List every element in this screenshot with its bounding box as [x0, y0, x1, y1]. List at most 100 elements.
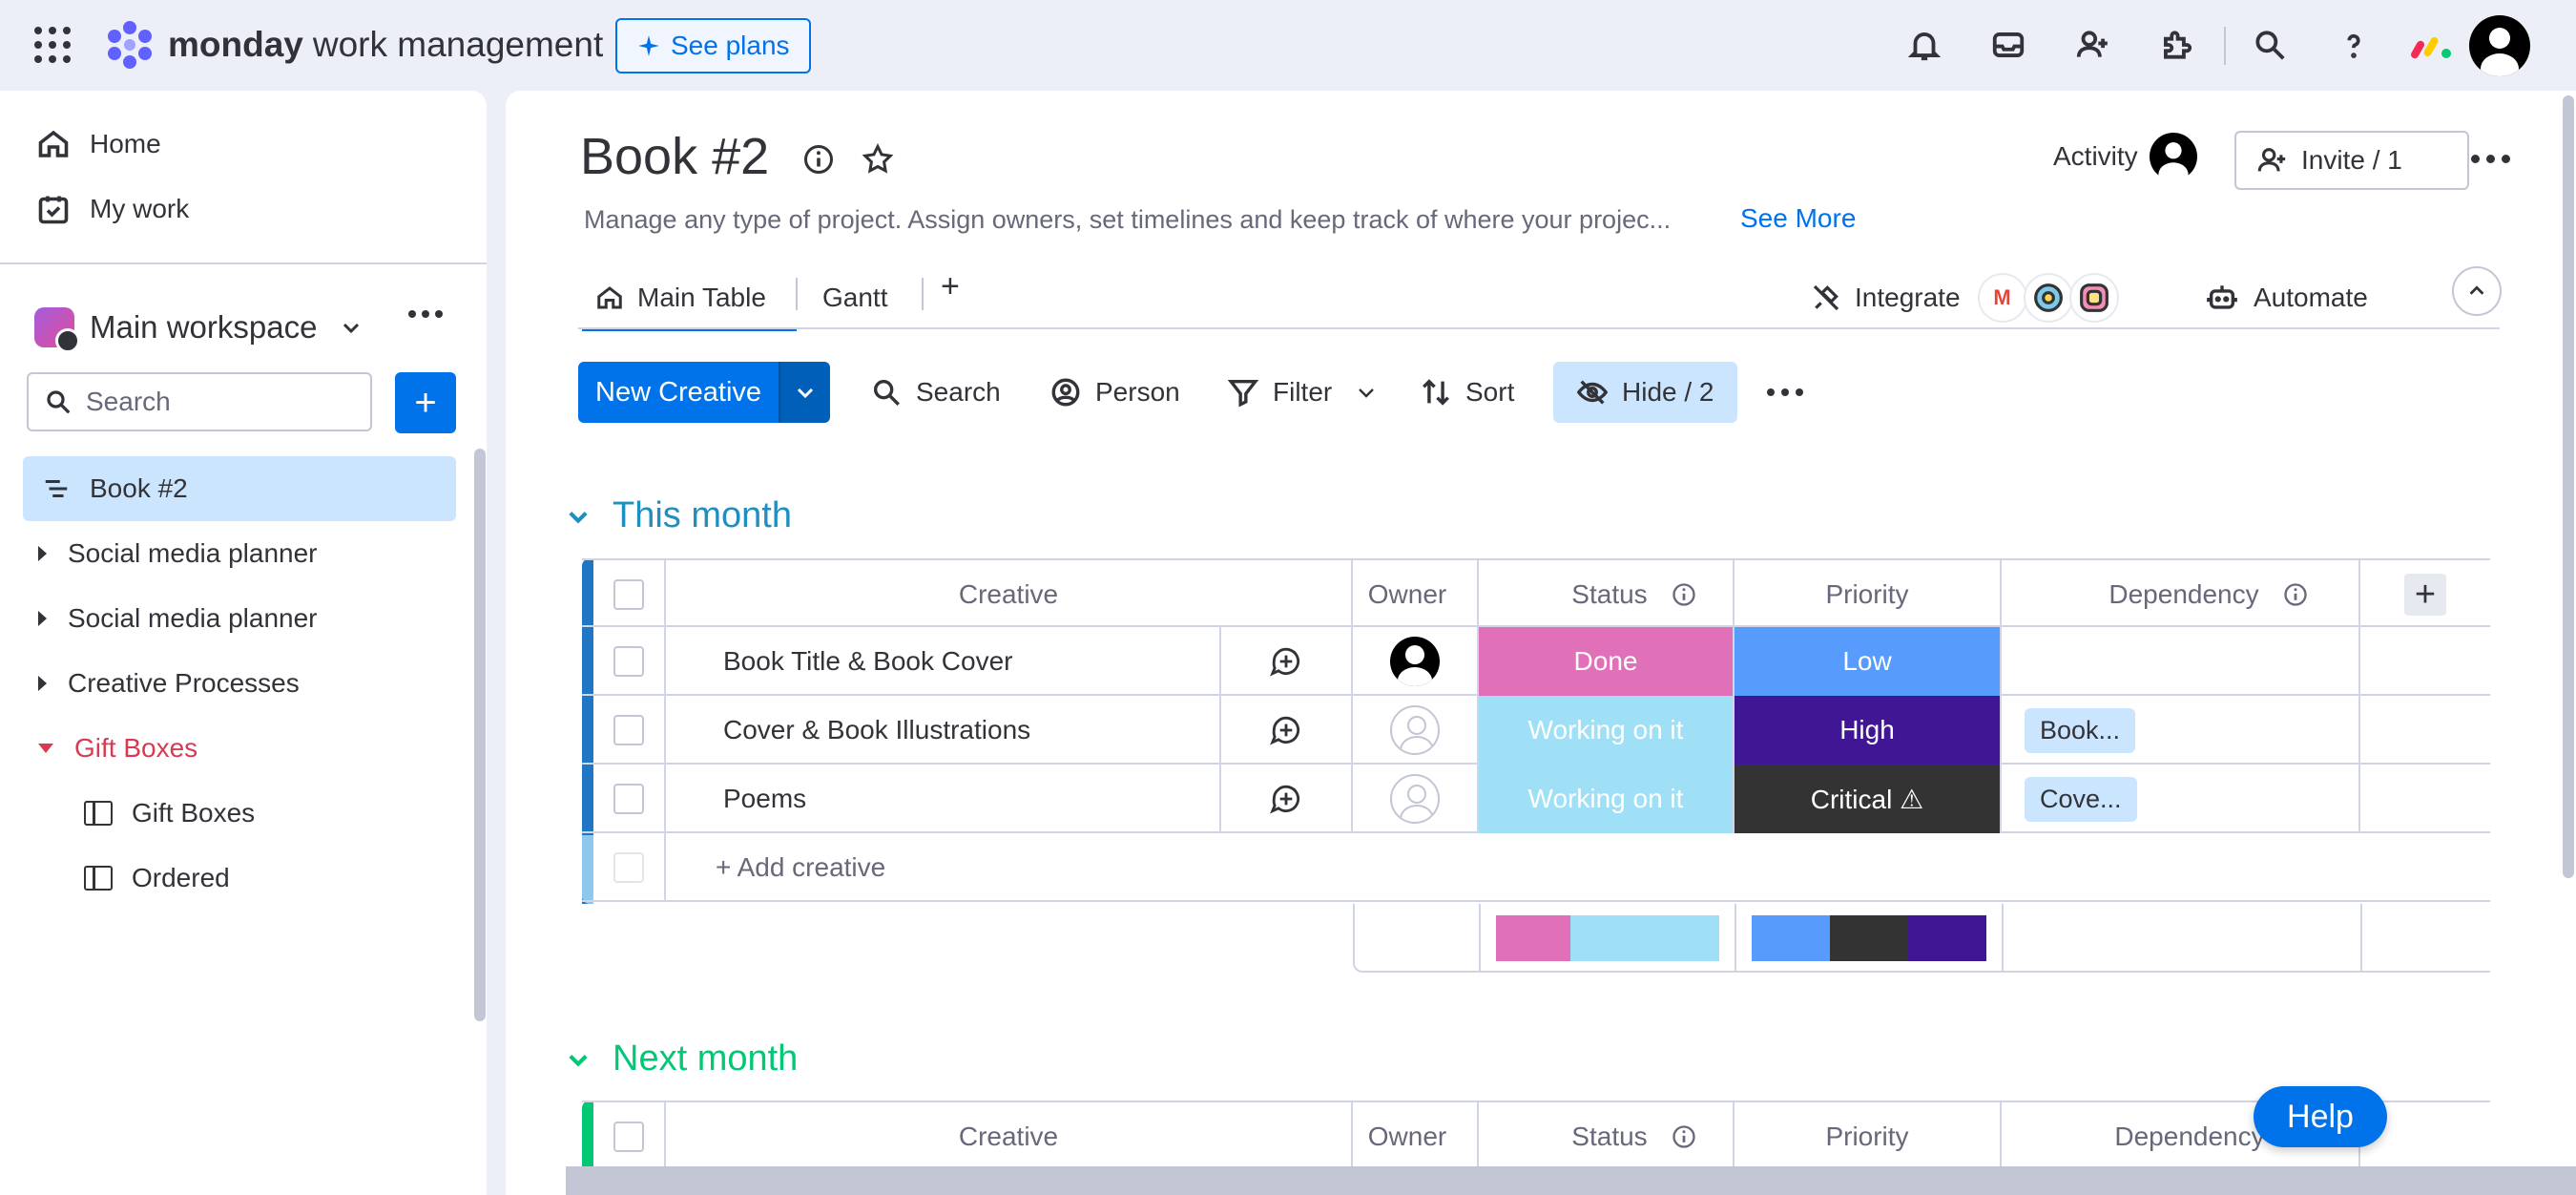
chevron-down-icon[interactable] — [1355, 381, 1378, 404]
owner-cell[interactable] — [1353, 765, 1479, 833]
sidebar-item-social-media-planner-2[interactable]: Social media planner — [23, 586, 456, 651]
priority-cell[interactable]: High — [1735, 696, 2002, 765]
caret-right-icon[interactable] — [38, 546, 47, 561]
updates-cell[interactable] — [1221, 696, 1353, 765]
see-more-link[interactable]: See More — [1740, 203, 1857, 233]
info-icon[interactable] — [1671, 1123, 1697, 1150]
select-all-checkbox[interactable] — [613, 579, 644, 610]
inbox-icon[interactable] — [1986, 23, 2030, 67]
nav-my-work[interactable]: My work — [36, 192, 189, 226]
priority-summary-bar[interactable] — [1752, 915, 1986, 961]
sort-button[interactable]: Sort — [1420, 362, 1514, 423]
group-title-next-month[interactable]: Next month — [565, 1038, 798, 1080]
sidebar-item-social-media-planner[interactable]: Social media planner — [23, 521, 456, 586]
add-update-icon[interactable] — [1268, 643, 1304, 680]
chevron-down-icon[interactable] — [565, 503, 592, 530]
column-header-dependency[interactable]: Dependency — [2002, 560, 2360, 629]
caret-right-icon[interactable] — [38, 611, 47, 626]
empty-avatar-icon[interactable] — [1390, 774, 1440, 824]
new-item-label[interactable]: New Creative — [578, 362, 779, 423]
info-icon[interactable] — [1671, 581, 1697, 608]
activity-button[interactable]: Activity — [2053, 133, 2197, 187]
column-header-priority[interactable]: Priority — [1735, 560, 2002, 629]
help-button[interactable]: Help — [2254, 1086, 2387, 1147]
info-icon[interactable] — [801, 142, 836, 177]
column-header-item[interactable]: Creative — [666, 560, 1353, 629]
add-item-row[interactable]: + Add creative — [582, 833, 2490, 902]
status-cell[interactable]: Done — [1479, 627, 1735, 696]
user-avatar[interactable] — [2469, 15, 2530, 76]
see-plans-button[interactable]: See plans — [615, 18, 811, 73]
sidebar-item-gift-boxes-board[interactable]: Gift Boxes — [23, 781, 456, 846]
automate-button[interactable]: Automate — [2206, 268, 2368, 327]
item-name[interactable]: Cover & Book Illustrations — [723, 715, 1031, 744]
status-cell[interactable]: Working on it — [1479, 696, 1735, 765]
chevron-down-icon[interactable] — [565, 1046, 592, 1073]
add-column-button[interactable]: + — [2404, 574, 2446, 616]
dependency-cell[interactable] — [2002, 627, 2360, 696]
invite-members-icon[interactable] — [2070, 23, 2114, 67]
sidebar-scrollbar[interactable] — [474, 449, 486, 1021]
invite-button[interactable]: Invite / 1 — [2234, 131, 2469, 190]
workspace-selector[interactable]: Main workspace — [34, 299, 454, 356]
updates-cell[interactable] — [1221, 765, 1353, 833]
column-header-owner[interactable]: Owner — [1353, 1102, 1479, 1171]
integrate-button[interactable]: Integrate M — [1811, 268, 2119, 327]
tab-main-table[interactable]: Main Table — [582, 268, 797, 331]
sidebar-search[interactable] — [27, 372, 372, 431]
priority-cell[interactable]: Critical ⚠ — [1735, 765, 2002, 833]
apps-grid-icon[interactable] — [34, 27, 71, 63]
group-title-label[interactable]: Next month — [613, 1038, 799, 1079]
sidebar-item-creative-processes[interactable]: Creative Processes — [23, 651, 456, 716]
priority-cell[interactable]: Low — [1735, 627, 2002, 696]
table-row[interactable]: Cover & Book Illustrations Working on it… — [582, 696, 2490, 765]
monday-products-logo-icon[interactable] — [2410, 29, 2454, 63]
board-title[interactable]: Book #2 — [580, 128, 770, 185]
table-row[interactable]: Poems Working on it Critical ⚠ Cove... — [582, 765, 2490, 833]
workspace-more-icon[interactable] — [408, 310, 443, 318]
new-item-dropdown[interactable] — [779, 362, 831, 423]
add-item-input[interactable]: + Add creative — [666, 833, 2490, 902]
tab-gantt[interactable]: Gantt — [822, 268, 887, 327]
updates-cell[interactable] — [1221, 627, 1353, 696]
dependency-cell[interactable]: Cove... — [2002, 765, 2360, 833]
group-title-label[interactable]: This month — [613, 495, 792, 535]
column-header-owner[interactable]: Owner — [1353, 560, 1479, 629]
person-filter-button[interactable]: Person — [1049, 362, 1180, 423]
row-checkbox[interactable] — [613, 646, 644, 677]
dependency-cell[interactable]: Book... — [2002, 696, 2360, 765]
row-checkbox[interactable] — [613, 715, 644, 745]
group-title-this-month[interactable]: This month — [565, 495, 792, 536]
search-icon[interactable] — [2248, 23, 2292, 67]
sidebar-folder-gift-boxes[interactable]: Gift Boxes — [23, 716, 456, 781]
status-cell[interactable]: Working on it — [1479, 765, 1735, 833]
nav-home[interactable]: Home — [36, 127, 161, 161]
column-header-priority[interactable]: Priority — [1735, 1102, 2002, 1171]
column-header-status[interactable]: Status — [1479, 1102, 1735, 1171]
sidebar-item-ordered[interactable]: Ordered — [23, 846, 456, 911]
add-board-button[interactable]: + — [395, 372, 456, 433]
item-name-cell[interactable]: Poems — [666, 765, 1221, 833]
column-header-item[interactable]: Creative — [666, 1102, 1353, 1171]
brand[interactable]: monday work management — [103, 17, 603, 73]
caret-right-icon[interactable] — [38, 676, 47, 691]
info-icon[interactable] — [2282, 581, 2309, 608]
owner-cell[interactable] — [1353, 627, 1479, 696]
notifications-bell-icon[interactable] — [1902, 23, 1946, 67]
collapse-header-button[interactable] — [2452, 266, 2502, 316]
avatar[interactable] — [1390, 637, 1440, 686]
column-header-status[interactable]: Status — [1479, 560, 1735, 629]
caret-down-icon[interactable] — [38, 744, 53, 753]
sidebar-search-input[interactable] — [86, 387, 353, 417]
row-checkbox[interactable] — [613, 784, 644, 814]
column-header-dependency[interactable]: Dependency — [2002, 1102, 2360, 1171]
table-row[interactable]: Book Title & Book Cover Done Low — [582, 627, 2490, 696]
filter-button[interactable]: Filter — [1227, 362, 1378, 423]
add-view-button[interactable]: + — [941, 268, 960, 304]
main-scrollbar[interactable] — [2563, 95, 2574, 878]
hide-columns-button[interactable]: Hide / 2 — [1553, 362, 1737, 423]
sidebar-item-book-2[interactable]: Book #2 — [23, 456, 456, 521]
status-summary-bar[interactable] — [1496, 915, 1719, 961]
item-name[interactable]: Book Title & Book Cover — [723, 646, 1013, 676]
integrations-puzzle-icon[interactable] — [2154, 23, 2198, 67]
